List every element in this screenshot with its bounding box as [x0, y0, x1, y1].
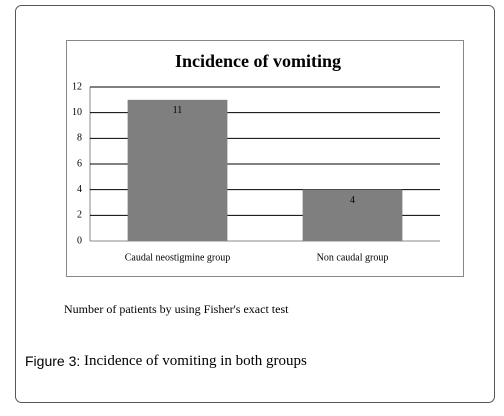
bar: [127, 99, 228, 241]
bar: [302, 189, 403, 241]
x-tick-label: Non caudal group: [317, 252, 389, 263]
y-tick-label: 4: [77, 184, 82, 195]
y-tick-label: 6: [77, 158, 82, 169]
data-label: 11: [173, 105, 183, 116]
caption-text: Incidence of vomiting in both groups: [84, 353, 307, 369]
y-tick-label: 12: [72, 81, 82, 92]
y-tick-label: 2: [77, 210, 82, 221]
x-tick-label: Caudal neostigmine group: [125, 252, 231, 263]
caption-label: Figure 3:: [25, 353, 80, 369]
y-tick-label: 8: [77, 133, 82, 144]
chart-title: Incidence of vomiting: [175, 51, 341, 71]
y-tick-label: 0: [77, 235, 82, 246]
data-label: 4: [350, 195, 355, 206]
caption: Figure 3: Incidence of vomiting in both …: [25, 353, 307, 370]
note: Number of patients by using Fisher's exa…: [64, 302, 289, 316]
y-tick-label: 10: [72, 107, 82, 118]
